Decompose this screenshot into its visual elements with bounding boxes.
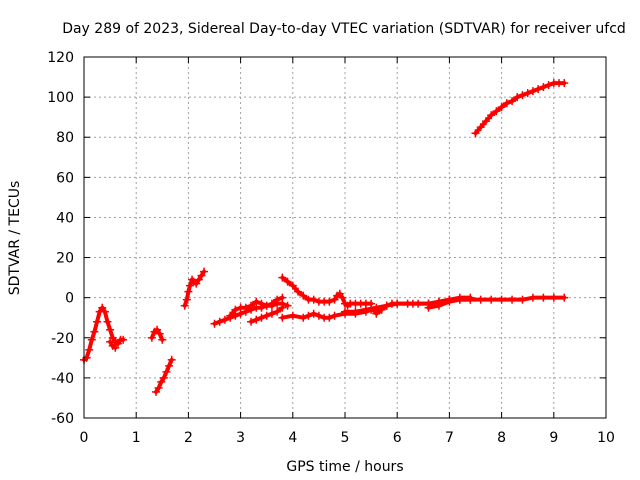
chart-title: Day 289 of 2023, Sidereal Day-to-day VTE… (62, 21, 626, 37)
data-point (283, 301, 292, 310)
data-point (382, 301, 391, 310)
y-tick-label: 20 (56, 251, 74, 267)
x-axis-label: GPS time / hours (286, 459, 403, 475)
data-point (158, 335, 167, 344)
y-tick-label: 80 (56, 130, 74, 146)
data-point (119, 335, 128, 344)
x-tick-label: 3 (236, 430, 245, 446)
data-point (560, 293, 569, 302)
data-point (111, 343, 120, 352)
y-tick-label: -60 (51, 411, 74, 427)
x-tick-label: 7 (445, 430, 454, 446)
y-tick-label: -40 (51, 371, 74, 387)
x-tick-label: 6 (393, 430, 402, 446)
y-tick-label: 0 (65, 291, 74, 307)
x-tick-label: 9 (549, 430, 558, 446)
grid (84, 57, 606, 418)
y-tick-label: -20 (51, 331, 74, 347)
data-point (200, 267, 209, 276)
x-tick-label: 2 (184, 430, 193, 446)
x-tick-label: 5 (341, 430, 350, 446)
data-point (278, 303, 287, 312)
y-tick-label: 60 (56, 170, 74, 186)
y-axis-label: SDTVAR / TECUs (7, 181, 23, 296)
x-tick-label: 8 (497, 430, 506, 446)
ticks: 0 1 2 3 4 5 6 7 8 9 10 -60 -40 -20 0 20 40 60 80 100 120 (47, 50, 615, 446)
x-tick-label: 4 (288, 430, 297, 446)
y-tick-label: 120 (47, 50, 74, 66)
data-point (466, 295, 475, 304)
data-point (560, 79, 569, 88)
x-tick-label: 0 (80, 430, 89, 446)
y-tick-label: 100 (47, 90, 74, 106)
data-point (167, 355, 176, 364)
x-tick-label: 10 (597, 430, 615, 446)
data-points (80, 79, 569, 396)
data-point (278, 293, 287, 302)
x-tick-label: 1 (132, 430, 141, 446)
y-tick-label: 40 (56, 210, 74, 226)
